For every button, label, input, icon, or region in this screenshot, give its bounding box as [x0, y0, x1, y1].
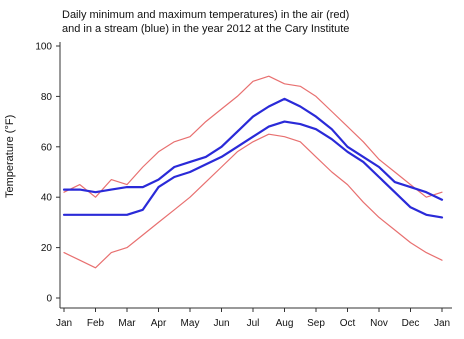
y-tick-label: 0 [46, 294, 52, 305]
series-line-2 [62, 97, 444, 201]
x-tick-label: Dec [402, 318, 420, 329]
x-tick-label: Mar [118, 318, 136, 329]
x-tick-label: Nov [370, 318, 388, 329]
x-tick-label: Oct [340, 318, 356, 329]
x-tick-label: May [181, 318, 200, 329]
x-tick-label: Apr [151, 318, 167, 329]
x-tick-label: Jul [247, 318, 260, 329]
y-tick-label: 40 [41, 193, 53, 204]
y-tick-label: 100 [35, 42, 52, 53]
x-tick-label: Aug [276, 318, 294, 329]
x-tick-label: Jan [434, 318, 450, 329]
y-tick-label: 20 [41, 243, 53, 254]
x-tick-label: Feb [87, 318, 105, 329]
y-tick-label: 80 [41, 92, 53, 103]
y-tick-label: 60 [41, 142, 53, 153]
x-tick-label: Jun [213, 318, 229, 329]
series-line-3 [62, 120, 444, 219]
chart-title-line-2: and in a stream (blue) in the year 2012 … [62, 23, 350, 35]
series-line-1 [63, 133, 443, 269]
series-line-0 [63, 75, 443, 198]
x-tick-label: Sep [307, 318, 325, 329]
chart-title-line-1: Daily minimum and maximum temperatures) … [62, 9, 350, 21]
x-tick-label: Jan [56, 318, 72, 329]
